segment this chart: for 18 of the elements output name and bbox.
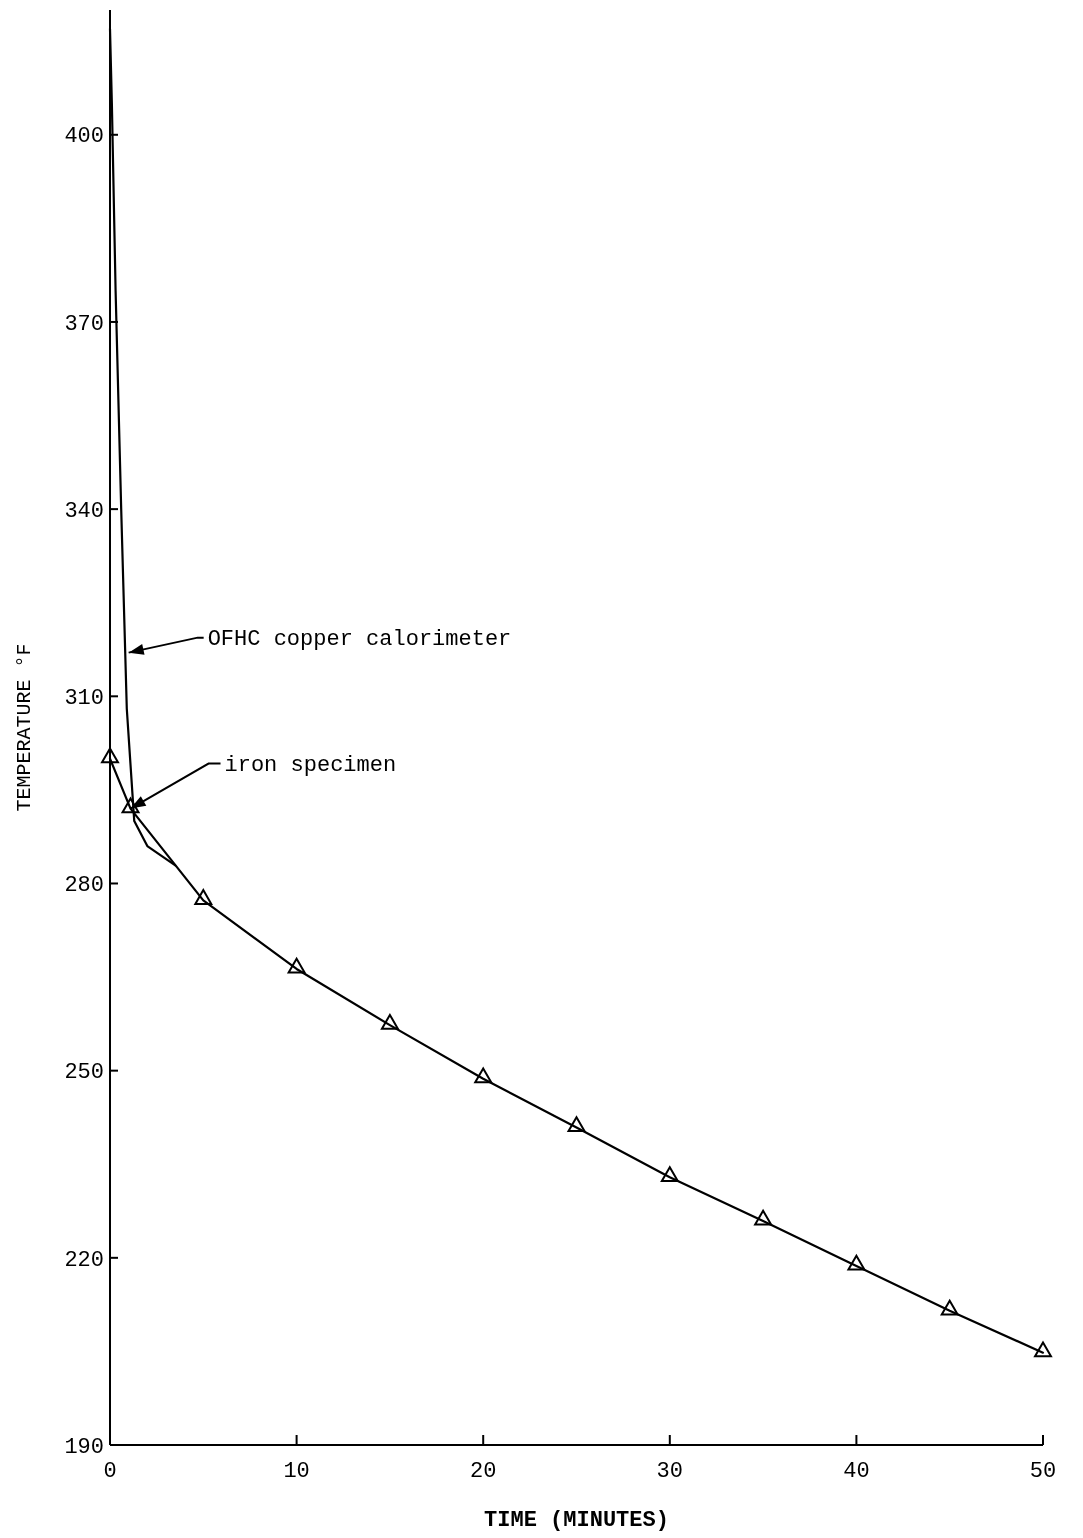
x-axis-title: TIME (MINUTES) — [484, 1508, 669, 1533]
x-tick-label: 50 — [1029, 1459, 1057, 1484]
x-tick-label: 10 — [283, 1459, 310, 1484]
x-tick-label: 20 — [470, 1459, 497, 1484]
y-axis-title: TEMPERATURE °F — [13, 643, 36, 812]
y-tick-label: 190 — [64, 1434, 104, 1460]
y-tick-label: 280 — [64, 873, 104, 899]
x-tick-label: 0 — [103, 1459, 117, 1484]
annotation: OFHC copper calorimeter — [207, 627, 512, 653]
annotation: iron specimen — [224, 753, 397, 779]
y-tick-label: 250 — [64, 1060, 104, 1086]
x-tick-label: 30 — [656, 1459, 683, 1484]
y-tick-label: 340 — [64, 498, 104, 524]
y-tick-label: 310 — [64, 686, 104, 711]
y-tick-label: 220 — [64, 1247, 104, 1273]
y-tick-label: 400 — [64, 124, 104, 150]
x-tick-label: 40 — [843, 1459, 870, 1484]
y-tick-label: 370 — [64, 311, 104, 337]
